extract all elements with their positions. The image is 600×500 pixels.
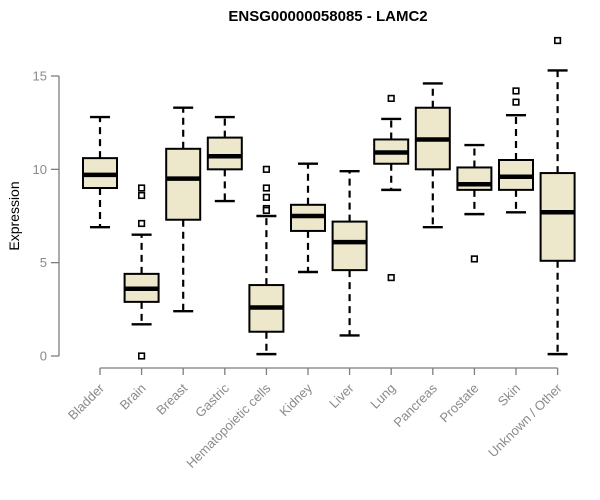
outlier-marker: [138, 184, 146, 192]
outlier-marker: [387, 273, 395, 282]
box-unknown-other: [539, 36, 576, 356]
box-breast: [165, 106, 202, 313]
outlier-marker: [262, 165, 271, 173]
box-kidney: [290, 162, 326, 274]
x-category-label: Breast: [153, 380, 190, 417]
iqr-box: [539, 172, 576, 262]
iqr-box: [331, 220, 368, 272]
outlier-marker: [470, 255, 479, 263]
y-axis-label: Expression: [6, 181, 22, 250]
x-category-label: Prostate: [437, 381, 482, 426]
x-category-label: Pancreas: [390, 380, 440, 430]
y-tick-label: 15: [33, 69, 47, 84]
outlier-marker: [262, 206, 271, 215]
outlier-marker: [262, 184, 271, 192]
chart-title: ENSG00000058085 - LAMC2: [228, 8, 427, 25]
y-tick-label: 5: [40, 255, 47, 270]
box-skin: [498, 87, 534, 214]
x-category-label: Skin: [495, 381, 523, 409]
outlier-marker: [262, 193, 271, 201]
y-tick-label: 10: [33, 162, 47, 177]
x-category-label: Liver: [326, 380, 357, 411]
boxes-group: [82, 36, 576, 360]
box-gastric: [206, 115, 243, 203]
outlier-marker: [138, 191, 146, 200]
box-liver: [331, 169, 368, 337]
outlier-marker: [138, 219, 146, 228]
box-hematopoietic-cells: [248, 165, 285, 356]
outlier-marker: [138, 352, 146, 360]
x-category-label: Kidney: [276, 380, 315, 419]
box-bladder: [82, 115, 118, 229]
outlier-marker: [387, 94, 395, 102]
x-category-label: Brain: [117, 381, 149, 413]
box-brain: [123, 184, 160, 360]
outlier-marker: [512, 98, 520, 106]
outlier-marker: [512, 87, 520, 95]
x-category-label: Lung: [367, 381, 398, 412]
y-tick-label: 0: [40, 349, 47, 364]
x-category-label: Unknown / Other: [485, 380, 565, 460]
x-category-label: Bladder: [65, 380, 108, 423]
box-lung: [373, 94, 410, 282]
box-prostate: [456, 143, 493, 263]
x-category-label: Gastric: [192, 380, 232, 420]
iqr-box: [206, 136, 243, 171]
outlier-marker: [553, 36, 562, 45]
iqr-box: [165, 147, 202, 221]
box-pancreas: [414, 82, 451, 229]
